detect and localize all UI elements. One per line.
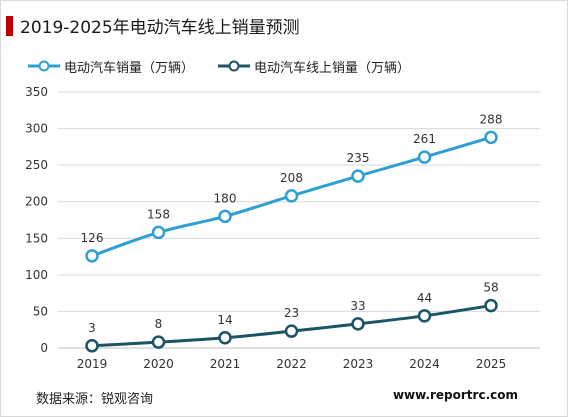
y-tick-label: 200 [25,195,48,209]
legend-swatch-series-2 [218,60,251,72]
legend-swatch-series-1 [28,60,60,72]
title-accent-bar [6,16,13,36]
y-tick-label: 250 [25,158,48,172]
legend-label-series-2: 电动汽车线上销量（万辆） [254,60,411,76]
data-point-series-1 [218,209,232,224]
data-point-series-1 [351,169,365,183]
y-tick-label: 50 [33,304,48,318]
data-label-series-1: 261 [413,132,436,146]
x-tick-label: 2023 [343,357,374,371]
website-watermark: www.reportrc.com [392,388,518,402]
x-tick-label: 2025 [476,357,507,371]
x-tick-label: 2021 [210,357,241,371]
data-point-series-1 [151,225,166,240]
data-label-series-2: 3 [88,321,96,335]
data-point-series-2 [484,298,498,313]
data-label-series-2: 14 [217,313,232,327]
y-tick-label: 350 [25,85,48,99]
data-point-series-2 [85,339,99,353]
source-note: 数据来源：锐观咨询 [36,392,154,407]
data-label-series-1: 126 [81,231,104,245]
legend-item-series-2: 电动汽车线上销量（万辆） [218,57,410,76]
data-point-series-1 [417,150,432,164]
data-point-series-2 [151,335,166,349]
legend-item-series-1: 电动汽车销量（万辆） [28,57,194,76]
data-label-series-2: 44 [417,291,432,305]
y-tick-label: 300 [25,122,48,136]
data-point-series-2 [284,324,299,338]
data-label-series-1: 208 [280,171,303,185]
legend-label-series-1: 电动汽车销量（万辆） [64,60,195,76]
data-label-series-1: 180 [214,191,237,205]
data-label-series-2: 58 [483,281,498,295]
x-tick-label: 2022 [276,357,307,371]
data-point-series-2 [351,317,365,331]
data-point-series-2 [417,309,432,323]
data-point-series-1 [284,189,299,203]
data-label-series-1: 235 [347,151,370,165]
data-point-series-2 [218,331,232,345]
chart-title: 2019-2025年电动汽车线上销量预测 [20,18,300,38]
data-label-series-1: 158 [147,207,170,221]
y-tick-label: 100 [25,268,48,282]
y-tick-label: 0 [40,341,48,355]
y-tick-label: 150 [25,231,48,245]
data-label-series-1: 288 [480,112,503,126]
data-label-series-2: 8 [155,317,163,331]
x-tick-label: 2024 [409,357,440,371]
data-label-series-2: 23 [284,306,299,320]
x-tick-label: 2019 [77,357,108,371]
data-point-series-1 [85,249,99,263]
data-point-series-1 [484,130,498,145]
data-label-series-2: 33 [350,299,365,313]
x-tick-label: 2020 [143,357,174,371]
legend: 电动汽车销量（万辆） 电动汽车线上销量（万辆） [28,55,434,77]
